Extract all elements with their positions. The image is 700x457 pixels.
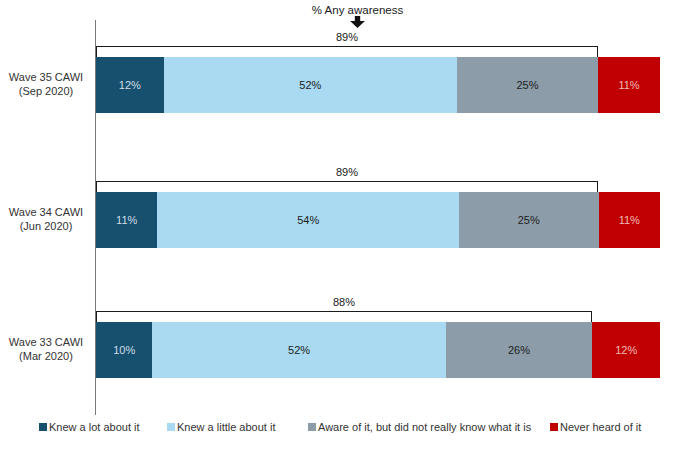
bar-segment: 25% [457,57,598,113]
any-awareness-bracket [96,46,598,57]
bar-segment: 52% [152,322,445,378]
bar-segment-value: 11% [619,214,640,226]
bar-segment-value: 25% [516,79,538,91]
category-label: Wave 34 CAWI(Jun 2020) [4,205,88,233]
bar-segment: 12% [592,322,660,378]
category-label-line1: Wave 34 CAWI [4,205,88,219]
legend-item: Never heard of it [550,420,641,434]
category-label: Wave 35 CAWI(Sep 2020) [4,70,88,98]
bar-segment: 25% [459,192,599,248]
any-awareness-value: 89% [96,166,598,178]
bar-segment: 52% [164,57,457,113]
any-awareness-bracket [96,311,592,322]
category-label-line2: (Mar 2020) [4,349,88,363]
stacked-bar: 10% 52% 26% 12% [96,322,660,378]
category-label-line2: (Sep 2020) [4,84,88,98]
bar-segment: 54% [157,192,459,248]
any-awareness-value: 88% [96,296,592,308]
legend-item: Knew a lot about it [39,420,140,434]
legend-swatch [308,423,316,431]
bar-segment-value: 52% [299,79,321,91]
legend-item: Knew a little about it [167,420,275,434]
down-arrow-icon [350,16,365,28]
any-awareness-bracket [96,181,598,192]
category-label: Wave 33 CAWI(Mar 2020) [4,335,88,363]
stacked-bar: 12% 52% 25% 11% [96,57,660,113]
awareness-stacked-bar-chart: % Any awareness Wave 35 CAWI(Sep 2020) 89… [0,0,700,457]
category-label-line1: Wave 33 CAWI [4,335,88,349]
any-awareness-value: 89% [96,31,598,43]
bar-segment: 10% [96,322,152,378]
bar-segment: 26% [446,322,593,378]
stacked-bar: 11% 54% 25% 11% [96,192,660,248]
bar-segment-value: 25% [518,214,540,226]
category-label-line2: (Jun 2020) [4,219,88,233]
bar-segment-value: 52% [288,344,310,356]
bar-segment-value: 26% [508,344,530,356]
legend-label: Knew a little about it [177,421,275,433]
legend-swatch [167,423,175,431]
bar-segment-value: 11% [116,214,137,226]
bar-segment-value: 11% [618,79,639,91]
chart-title: % Any awareness [15,4,700,16]
bar-segment-value: 54% [297,214,319,226]
bar-segment: 11% [599,192,660,248]
legend-label: Never heard of it [560,421,641,433]
bar-segment-value: 10% [113,344,135,356]
legend-swatch [550,423,558,431]
bar-segment: 11% [598,57,660,113]
bar-segment: 11% [96,192,157,248]
category-label-line1: Wave 35 CAWI [4,70,88,84]
bar-segment-value: 12% [119,79,141,91]
legend-item: Aware of it, but did not really know wha… [308,420,531,434]
bar-segment: 12% [96,57,164,113]
bar-segment-value: 12% [615,344,637,356]
legend-label: Knew a lot about it [49,421,140,433]
legend-label: Aware of it, but did not really know wha… [318,421,531,433]
legend-swatch [39,423,47,431]
